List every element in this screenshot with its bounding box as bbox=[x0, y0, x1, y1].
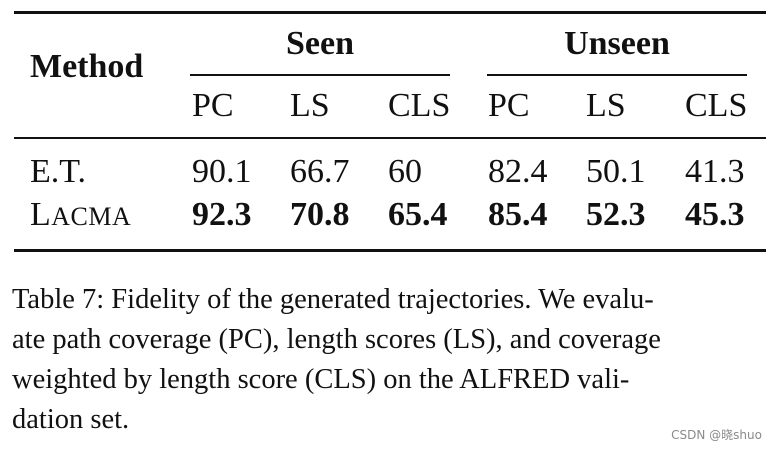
column-header: PC bbox=[192, 87, 234, 124]
cell: 70.8 bbox=[290, 196, 350, 233]
mid-rule bbox=[14, 137, 766, 139]
top-rule bbox=[14, 11, 766, 14]
column-header: CLS bbox=[388, 87, 451, 124]
column-header: LS bbox=[290, 87, 330, 124]
cell: 82.4 bbox=[488, 153, 548, 190]
cell: 90.1 bbox=[192, 153, 252, 190]
cell: 60 bbox=[388, 153, 422, 190]
cell: 41.3 bbox=[685, 153, 745, 190]
row-label: E.T. bbox=[30, 153, 87, 190]
watermark: CSDN @晓shuo bbox=[671, 428, 762, 442]
cell: 45.3 bbox=[685, 196, 745, 233]
caption-line: dation set. bbox=[12, 404, 130, 435]
column-header: LS bbox=[586, 87, 626, 124]
cell: 50.1 bbox=[586, 153, 646, 190]
bottom-rule bbox=[14, 249, 766, 252]
caption-line: Table 7: Fidelity of the generated traje… bbox=[12, 284, 654, 315]
cell: 65.4 bbox=[388, 196, 448, 233]
cell: 52.3 bbox=[586, 196, 646, 233]
caption-line: weighted by length score (CLS) on the AL… bbox=[12, 364, 630, 395]
cell: 92.3 bbox=[192, 196, 252, 233]
caption-line: ate path coverage (PC), length scores (L… bbox=[12, 324, 661, 355]
column-header: PC bbox=[488, 87, 530, 124]
cell: 66.7 bbox=[290, 153, 350, 190]
row-label: LACMA bbox=[30, 196, 132, 233]
group-rule bbox=[487, 74, 747, 76]
cell: 85.4 bbox=[488, 196, 548, 233]
header-method: Method bbox=[30, 48, 144, 85]
group-rule bbox=[190, 74, 450, 76]
group-header: Seen bbox=[286, 25, 354, 62]
column-header: CLS bbox=[685, 87, 748, 124]
group-header: Unseen bbox=[564, 25, 670, 62]
